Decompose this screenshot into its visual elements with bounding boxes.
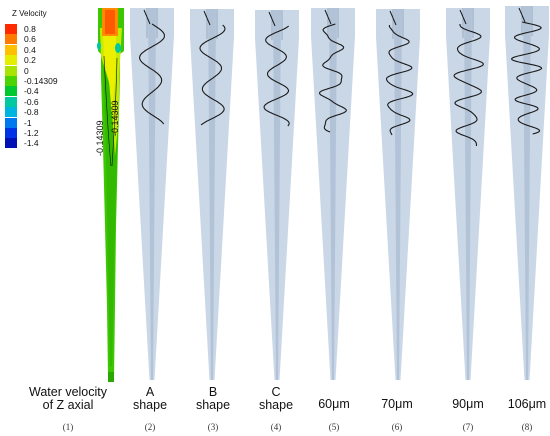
legend-label: 0.6 (24, 34, 36, 45)
contour-upper-yellow2 (103, 32, 116, 116)
panel-index: (3) (207, 422, 219, 432)
contour-label-right: -0.14309 (110, 100, 120, 136)
legend-swatch (5, 65, 17, 76)
panel-index: (4) (270, 422, 282, 432)
particle-trajectory (453, 24, 485, 147)
legend-swatch (5, 128, 17, 138)
contour-teal-spot (97, 42, 101, 50)
cyclone-core (394, 9, 402, 380)
cyclone-core (464, 8, 472, 380)
legend-label: -0.14309 (24, 76, 58, 86)
particle-trajectory (199, 24, 226, 126)
caption-line-2: shape (195, 398, 231, 413)
panel-index: (5) (328, 422, 340, 432)
caption-line-1: C (271, 385, 281, 399)
cyclone-core (208, 9, 216, 380)
panel-index: (8) (521, 422, 533, 432)
panel-caption: 90μm (438, 397, 498, 411)
legend-swatch (5, 34, 17, 45)
panel-index: (1) (62, 422, 74, 432)
caption-line-1: 70μm (381, 397, 413, 411)
cyclone-panel (190, 9, 234, 380)
panel-index: (6) (391, 422, 403, 432)
cyclone-panel (311, 8, 355, 380)
contour-vortex-finder-core (105, 10, 115, 34)
legend-title: Z Velocity (12, 9, 47, 18)
caption-line-1: 106μm (507, 397, 547, 411)
contour-label-left: -0.14309 (95, 120, 105, 156)
particle-trajectory (510, 21, 543, 135)
legend-label: 0.4 (24, 44, 36, 55)
legend-swatch (5, 86, 17, 97)
cyclone-core (523, 6, 531, 380)
trajectory-inlet (518, 7, 526, 23)
cyclone-panel (446, 8, 490, 380)
panel-index: (7) (462, 422, 474, 432)
legend-label: -0.8 (24, 107, 39, 118)
particle-trajectory (318, 23, 347, 133)
legend-label: 0.8 (24, 24, 36, 34)
cyclone-core (273, 10, 281, 380)
legend-label: 0.2 (24, 55, 36, 66)
contour-teal-spot (115, 43, 121, 53)
particle-trajectory (385, 24, 414, 136)
trajectory-inlet (389, 10, 397, 26)
cyclone-panels (130, 6, 549, 380)
legend-swatch (5, 107, 17, 118)
panel-caption: 60μm (304, 397, 364, 411)
panel-index: (2) (144, 422, 156, 432)
legend-label: -0.6 (24, 96, 39, 107)
legend-swatch (5, 117, 17, 128)
legend-swatch (5, 96, 17, 107)
legend-swatch (5, 55, 17, 66)
caption-line-1: A (145, 385, 155, 399)
trajectory-inlet (143, 9, 151, 25)
panel-caption: 70μm (367, 397, 427, 411)
trajectory-inlet (203, 10, 211, 26)
caption-line-2: of Z axial (42, 398, 94, 413)
contour-line (111, 57, 118, 167)
cyclone-core (148, 8, 156, 380)
cyclone-panel (130, 8, 174, 380)
legend-label: -1 (24, 117, 32, 128)
legend-label: 0 (24, 65, 29, 76)
caption-line-1: Water velocity (28, 385, 108, 399)
panel-caption: 106μm (497, 397, 550, 411)
caption-line-2: shape (258, 398, 294, 413)
caption-line-1: B (208, 385, 218, 399)
contour-line (103, 55, 112, 167)
caption-line-1: 90μm (452, 397, 484, 411)
legend-label: -1.2 (24, 128, 39, 138)
particle-trajectory (263, 25, 290, 127)
contour-underflow (108, 372, 114, 382)
legend-swatch (5, 138, 17, 149)
trajectory-inlet (268, 11, 276, 27)
legend-label: -0.4 (24, 86, 39, 97)
cyclone-panel (376, 9, 420, 380)
particle-trajectory (139, 23, 165, 125)
caption-line-1: 60μm (318, 397, 350, 411)
legend-swatch (5, 44, 17, 55)
trajectory-inlet (324, 9, 332, 25)
legend-swatch (5, 24, 17, 34)
caption-line-2: shape (132, 398, 168, 413)
legend-swatch (5, 76, 17, 86)
cyclone-panel (255, 10, 299, 380)
panel-caption: Water velocity of Z axial (13, 385, 123, 413)
velocity-contour-panel: -0.14309 -0.14309 (95, 8, 124, 382)
trajectory-inlet (459, 9, 467, 25)
cyclone-panel (505, 6, 549, 380)
legend-label: -1.4 (24, 138, 39, 149)
